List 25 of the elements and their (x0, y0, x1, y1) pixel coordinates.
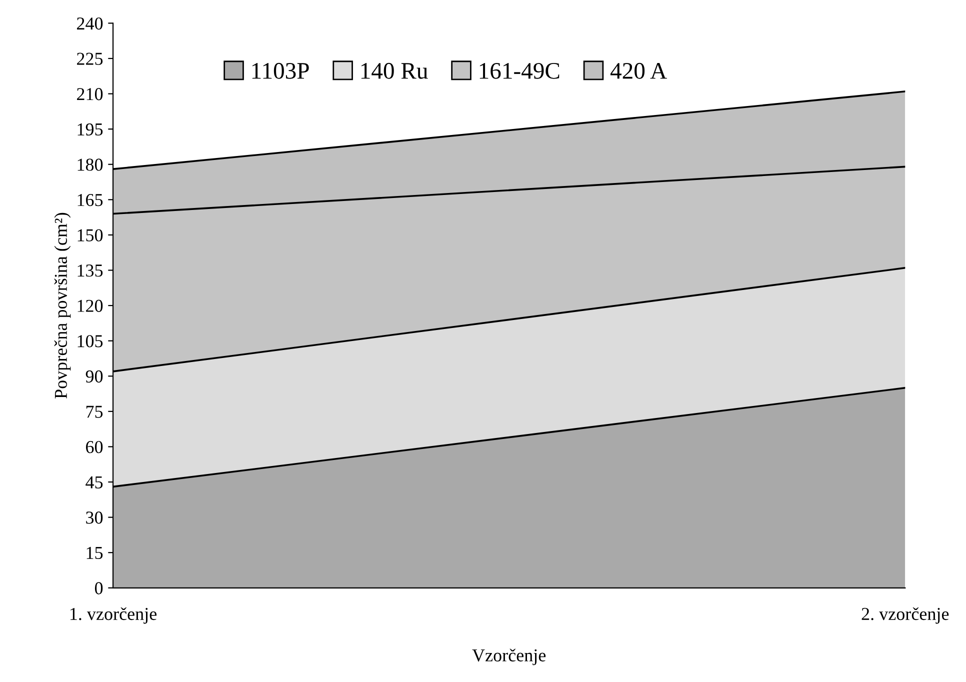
x-tick-label: 2. vzorčenje (862, 607, 949, 624)
y-axis-title: Povprečna površina (cm²) (54, 212, 71, 398)
y-tick-label: 30 (86, 512, 103, 524)
y-tick-label: 135 (78, 264, 103, 277)
legend-label: 161-49C (480, 62, 560, 79)
y-tick-label: 225 (77, 52, 103, 65)
y-tick-label: 45 (86, 476, 103, 488)
y-tick-label: 0 (94, 582, 103, 594)
y-tick-label: 150 (78, 229, 103, 242)
y-tick-label: 165 (78, 194, 103, 206)
y-tick-label: 120 (78, 300, 103, 312)
y-tick-label: 195 (78, 123, 103, 136)
legend-label: 420 A (610, 62, 667, 79)
y-tick-label: 60 (86, 440, 103, 454)
x-axis-title: Vzorčenje (472, 648, 546, 666)
y-tick-label: 15 (86, 546, 103, 560)
y-tick-label: 240 (77, 17, 103, 30)
y-tick-label: 75 (86, 406, 103, 418)
legend-label: 140 Ru (361, 62, 428, 79)
y-tick-label: 90 (86, 370, 103, 383)
y-tick-label: 105 (78, 335, 103, 348)
y-tick-label: 180 (78, 158, 103, 171)
y-tick-label: 210 (77, 88, 103, 100)
legend-label: 1103P (252, 62, 309, 79)
x-tick-label: 1. vzorčenje (70, 607, 157, 624)
